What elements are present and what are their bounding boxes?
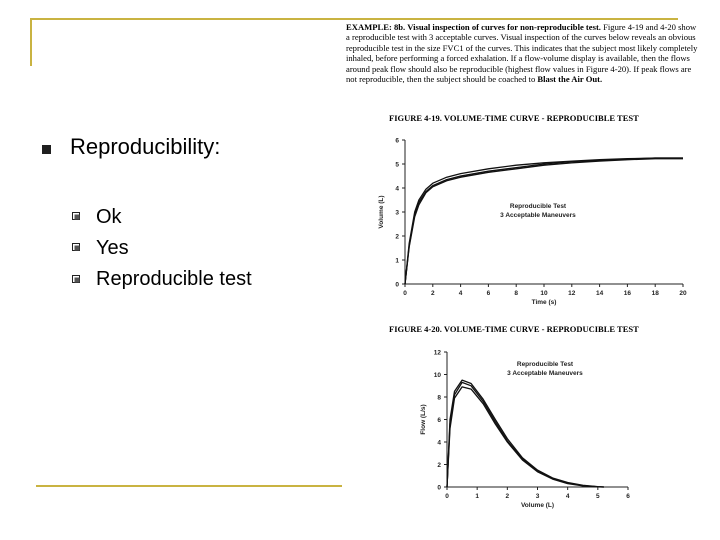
x-tick-label: 2: [431, 290, 435, 297]
chart-annotation: 3 Acceptable Maneuvers: [500, 212, 576, 219]
y-tick-label: 6: [395, 138, 399, 145]
y-tick-label: 3: [395, 210, 399, 217]
chart-annotation: 3 Acceptable Maneuvers: [507, 370, 583, 377]
x-tick-label: 2: [506, 493, 510, 500]
list-item: Ok: [96, 206, 122, 228]
y-tick-label: 8: [437, 395, 441, 402]
example-text: EXAMPLE: 8b. Visual inspection of curves…: [346, 22, 702, 84]
x-tick-label: 12: [568, 290, 576, 297]
series-line: [446, 386, 604, 488]
square-bullet-icon: [42, 145, 51, 154]
x-tick-label: 5: [596, 493, 600, 500]
list-item: Reproducible test: [96, 268, 252, 290]
x-tick-label: 14: [596, 290, 604, 297]
y-tick-label: 1: [395, 258, 399, 265]
x-tick-label: 6: [626, 493, 630, 500]
slide-title: Reproducibility:: [70, 134, 221, 159]
example-body: Figure 4-19 and 4-20 show a reproducible…: [346, 22, 698, 85]
frame-bottom-line: [36, 485, 342, 487]
y-tick-label: 12: [434, 350, 442, 357]
frame-top-line: [30, 18, 678, 20]
series-line: [404, 157, 683, 285]
figure-4-20-caption: FIGURE 4-20. VOLUME-TIME CURVE - REPRODU…: [389, 324, 639, 334]
figure-4-19-caption: FIGURE 4-19. VOLUME-TIME CURVE - REPRODU…: [389, 113, 639, 123]
series-line: [446, 381, 604, 488]
x-tick-label: 1: [475, 493, 479, 500]
x-tick-label: 4: [566, 493, 570, 500]
series-line: [446, 379, 604, 488]
x-tick-label: 16: [624, 290, 632, 297]
x-tick-label: 0: [403, 290, 407, 297]
x-tick-label: 8: [514, 290, 518, 297]
y-tick-label: 2: [395, 234, 399, 241]
y-tick-label: 5: [395, 162, 399, 169]
y-tick-label: 0: [395, 282, 399, 289]
y-tick-label: 0: [437, 485, 441, 492]
list-item: Yes: [96, 237, 129, 259]
frame-left-line: [30, 18, 32, 66]
y-tick-label: 2: [437, 462, 441, 469]
example-heading: EXAMPLE: 8b. Visual inspection of curves…: [346, 22, 601, 32]
hollow-square-bullet-icon: [72, 243, 80, 251]
y-tick-label: 6: [437, 417, 441, 424]
x-tick-label: 3: [536, 493, 540, 500]
y-axis-label: Flow (L/s): [420, 404, 427, 434]
y-tick-label: 4: [395, 186, 399, 193]
hollow-square-bullet-icon: [72, 212, 80, 220]
y-tick-label: 4: [437, 440, 441, 447]
chart-annotation: Reproducible Test: [517, 361, 574, 368]
series-line: [404, 157, 683, 285]
x-tick-label: 10: [540, 290, 548, 297]
x-tick-label: 4: [459, 290, 463, 297]
x-tick-label: 0: [445, 493, 449, 500]
x-axis-label: Volume (L): [521, 502, 554, 509]
series-line: [404, 158, 683, 285]
x-axis-label: Time (s): [532, 299, 557, 306]
x-tick-label: 18: [652, 290, 660, 297]
x-tick-label: 20: [679, 290, 687, 297]
example-emphasis: Blast the Air Out.: [537, 74, 603, 85]
hollow-square-bullet-icon: [72, 275, 80, 283]
y-axis-label: Volume (L): [378, 195, 385, 228]
y-tick-label: 10: [434, 372, 442, 379]
chart-annotation: Reproducible Test: [510, 203, 567, 210]
x-tick-label: 6: [487, 290, 491, 297]
